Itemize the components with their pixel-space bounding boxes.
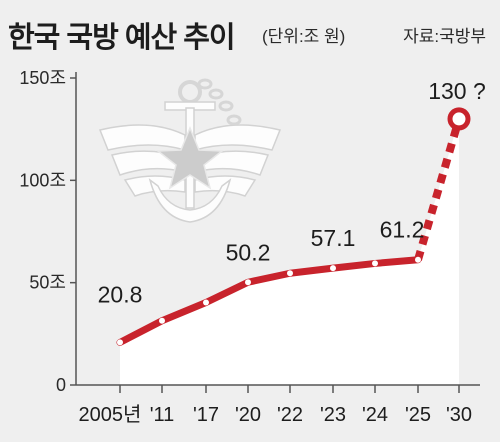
data-label: 130 ? (428, 78, 486, 104)
data-point (287, 270, 293, 277)
area-fill (120, 118, 459, 385)
data-point (245, 279, 251, 286)
data-point (117, 339, 123, 346)
series-line (116, 256, 422, 346)
data-point-projected (447, 107, 471, 131)
data-label: 61.2 (380, 217, 425, 243)
x-tick-label: '22 (277, 404, 303, 426)
data-point (415, 256, 421, 263)
data-label: 50.2 (226, 239, 271, 265)
data-point (203, 299, 209, 306)
x-tick-label: '24 (362, 404, 388, 426)
y-tick-label: 50조 (29, 273, 66, 293)
data-label: 57.1 (311, 225, 356, 251)
x-tick-label: '23 (320, 404, 346, 426)
x-tick-label: '20 (235, 404, 261, 426)
y-tick-label: 0 (56, 375, 66, 395)
x-tick-label: '30 (446, 404, 472, 426)
chart-title: 한국 국방 예산 추이 (8, 22, 236, 54)
x-tick-label: '11 (150, 404, 175, 426)
data-point (372, 260, 378, 267)
y-tick-label: 150조 (19, 68, 66, 88)
x-tick-label: 2005년 (79, 403, 142, 426)
unit-label: (단위:조 원) (262, 27, 346, 46)
source-label: 자료:국방부 (403, 27, 486, 46)
data-point (330, 265, 336, 272)
x-tick-label: '25 (405, 404, 431, 426)
y-tick-label: 100조 (19, 170, 66, 190)
data-point (159, 317, 165, 324)
projection-line (414, 117, 463, 261)
data-label: 20.8 (98, 281, 143, 307)
x-tick-label: '17 (193, 404, 219, 426)
emblem (98, 78, 282, 223)
